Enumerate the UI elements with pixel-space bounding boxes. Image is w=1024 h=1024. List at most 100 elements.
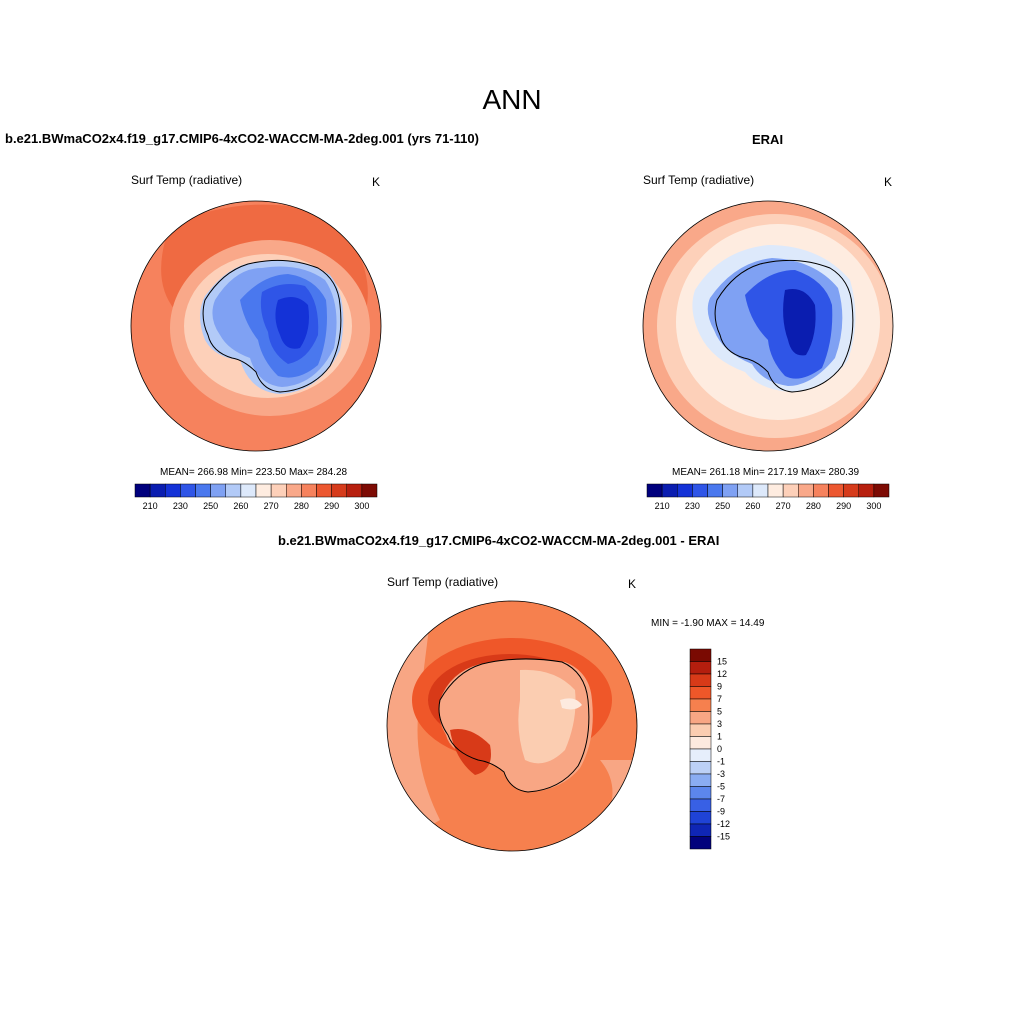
p2-map-border: [642, 200, 894, 452]
colorbar-swatch: [858, 483, 875, 498]
colorbar-swatch: [689, 711, 712, 725]
colorbar-swatch: [210, 483, 226, 498]
panel3-colorbar: 15 12 9 7 5 3 1 0 -1 -3 -5 -7 -9 -12 -15: [689, 648, 730, 850]
colorbar-swatch: [689, 773, 712, 787]
colorbar-swatch: [689, 798, 712, 812]
colorbar-swatch: [346, 483, 363, 498]
panel1-title: b.e21.BWmaCO2x4.f19_g17.CMIP6-4xCO2-WACC…: [5, 131, 479, 146]
panel3-stats: MIN = -1.90 MAX = 14.49: [651, 618, 765, 629]
colorbar-tick-label: 0: [717, 744, 722, 754]
colorbar-swatch: [689, 823, 712, 837]
colorbar-swatch: [270, 483, 287, 498]
colorbar-swatch: [813, 483, 829, 498]
p3-weddell: [450, 729, 491, 775]
colorbar-tick-label: -5: [717, 782, 725, 792]
colorbar-swatch: [165, 483, 181, 498]
page-title: ANN: [482, 84, 542, 115]
colorbar-swatch: [873, 483, 890, 498]
colorbar-tick-label: 9: [717, 682, 722, 692]
panel2-map: [643, 201, 893, 451]
panel1-map: [131, 201, 381, 451]
colorbar-tick-label: 300: [866, 501, 881, 511]
colorbar-tick-label: 230: [685, 501, 700, 511]
colorbar-tick-label: 280: [294, 501, 309, 511]
colorbar-swatch: [689, 786, 712, 800]
colorbar-tick-label: 3: [717, 719, 722, 729]
colorbar-swatch: [180, 483, 196, 498]
colorbar-tick-label: 250: [715, 501, 730, 511]
colorbar-swatch: [134, 483, 151, 498]
colorbar-tick-label: -9: [717, 807, 725, 817]
colorbar-swatch: [195, 483, 211, 498]
colorbar-tick-label: -7: [717, 794, 725, 804]
colorbar-swatch: [240, 483, 257, 498]
colorbar-swatch: [661, 483, 678, 498]
colorbar-swatch: [752, 483, 769, 498]
colorbar-tick-label: 260: [745, 501, 760, 511]
panel3-map: [387, 601, 637, 851]
colorbar-swatch: [767, 483, 784, 498]
colorbar-swatch: [707, 483, 723, 498]
colorbar-tick-label: 270: [776, 501, 791, 511]
colorbar-swatch: [361, 483, 378, 498]
colorbar-tick-label: 1: [717, 732, 722, 742]
colorbar-swatch: [255, 483, 272, 498]
p3-east-ant: [518, 669, 576, 764]
colorbar-swatch: [689, 686, 712, 700]
panel2-colorbar: 210 230 250 260 270 280 290 300: [646, 483, 890, 511]
colorbar-swatch: [316, 483, 332, 498]
colorbar-swatch: [689, 673, 712, 687]
colorbar-tick-label: 280: [806, 501, 821, 511]
colorbar-tick-label: -15: [717, 832, 730, 842]
panel1-variable: Surf Temp (radiative): [131, 173, 243, 187]
colorbar-tick-label: -12: [717, 819, 730, 829]
colorbar-swatch: [149, 483, 166, 498]
colorbar-swatch: [286, 483, 302, 498]
colorbar-swatch: [689, 661, 712, 675]
colorbar-swatch: [689, 698, 712, 712]
colorbar-swatch: [331, 483, 347, 498]
colorbar-swatch: [225, 483, 242, 498]
colorbar-swatch: [798, 483, 814, 498]
p1-map-border: [130, 200, 382, 452]
panel2-units: K: [884, 175, 893, 189]
colorbar-swatch: [301, 483, 317, 498]
p3-coastline: [438, 658, 590, 793]
panel3-title: b.e21.BWmaCO2x4.f19_g17.CMIP6-4xCO2-WACC…: [278, 533, 720, 548]
colorbar-swatch: [689, 836, 712, 850]
colorbar-tick-label: 260: [233, 501, 248, 511]
panel2-variable: Surf Temp (radiative): [643, 173, 755, 187]
colorbar-swatch: [689, 736, 712, 750]
colorbar-swatch: [737, 483, 754, 498]
colorbar-tick-label: -3: [717, 769, 725, 779]
colorbar-swatch: [843, 483, 859, 498]
colorbar-swatch: [828, 483, 844, 498]
panel3-variable: Surf Temp (radiative): [387, 575, 499, 589]
p3-pale-spot: [560, 698, 582, 710]
colorbar-tick-label: -1: [717, 757, 725, 767]
p2-coastline: [714, 259, 854, 393]
colorbar-tick-label: 5: [717, 707, 722, 717]
colorbar-swatch: [646, 483, 663, 498]
p3-map-border: [386, 600, 638, 852]
colorbar-swatch: [692, 483, 708, 498]
panel2-stats: MEAN= 261.18 Min= 217.19 Max= 280.39: [672, 467, 860, 478]
p2-band-215: [783, 289, 816, 356]
panel3-units: K: [628, 577, 637, 591]
colorbar-swatch: [677, 483, 693, 498]
colorbar-tick-label: 210: [655, 501, 670, 511]
colorbar-tick-label: 15: [717, 657, 727, 667]
colorbar-tick-label: 250: [203, 501, 218, 511]
colorbar-tick-label: 290: [324, 501, 339, 511]
panel1-stats: MEAN= 266.98 Min= 223.50 Max= 284.28: [160, 467, 348, 478]
panel1-units: K: [372, 175, 381, 189]
colorbar-swatch: [689, 761, 712, 775]
colorbar-swatch: [689, 811, 712, 825]
colorbar-swatch: [689, 748, 712, 762]
colorbar-tick-label: 7: [717, 694, 722, 704]
colorbar-tick-label: 12: [717, 669, 727, 679]
p1-coastline: [202, 259, 342, 393]
colorbar-swatch: [689, 648, 712, 662]
colorbar-tick-label: 270: [264, 501, 279, 511]
